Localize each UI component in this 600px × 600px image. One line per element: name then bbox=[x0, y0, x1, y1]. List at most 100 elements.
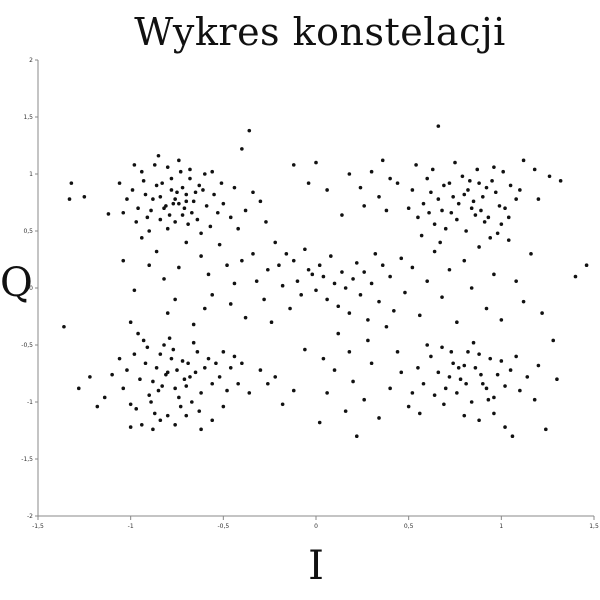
data-point bbox=[175, 368, 179, 372]
data-point bbox=[121, 258, 126, 263]
data-point bbox=[456, 201, 461, 206]
data-point bbox=[466, 188, 470, 192]
data-point bbox=[240, 258, 244, 263]
data-point bbox=[251, 190, 255, 195]
x-tick-label: 1,5 bbox=[589, 523, 599, 530]
data-point bbox=[314, 160, 318, 165]
data-point bbox=[329, 254, 333, 258]
data-point bbox=[173, 197, 177, 201]
data-point bbox=[481, 381, 485, 386]
data-point bbox=[225, 263, 229, 268]
y-tick-label: 1 bbox=[29, 171, 33, 178]
data-point bbox=[236, 226, 240, 231]
data-point bbox=[332, 281, 337, 286]
data-point bbox=[151, 427, 155, 432]
data-point bbox=[427, 210, 431, 215]
data-point bbox=[184, 192, 189, 197]
data-point bbox=[425, 176, 430, 181]
data-point bbox=[186, 222, 190, 226]
data-point bbox=[199, 254, 203, 258]
data-point bbox=[199, 391, 203, 395]
data-point bbox=[503, 206, 507, 210]
data-point bbox=[442, 183, 446, 188]
point-layer bbox=[62, 124, 589, 439]
data-point bbox=[149, 208, 153, 213]
data-point bbox=[351, 379, 355, 384]
x-tick-label: -0,5 bbox=[217, 523, 229, 530]
data-point bbox=[167, 213, 172, 217]
data-point bbox=[392, 309, 396, 313]
data-point bbox=[195, 350, 200, 354]
data-point bbox=[388, 274, 392, 279]
data-point bbox=[508, 368, 513, 372]
data-point bbox=[525, 375, 530, 379]
tick-layer: -1,5 -1 -0,5 0 0,5 1 1,5 2 1,5 1 0,5 0 -0,5 -1 -1,5 -2 bbox=[21, 57, 599, 530]
data-point bbox=[529, 252, 533, 256]
data-point bbox=[186, 361, 190, 366]
data-point bbox=[173, 423, 177, 427]
data-point bbox=[128, 425, 133, 429]
data-point bbox=[477, 418, 481, 423]
data-point bbox=[317, 420, 322, 425]
data-point bbox=[134, 407, 139, 411]
data-point bbox=[152, 411, 157, 416]
data-point bbox=[82, 195, 87, 199]
data-point bbox=[273, 240, 278, 245]
data-point bbox=[447, 267, 452, 272]
data-point bbox=[403, 290, 407, 295]
data-point bbox=[262, 297, 266, 302]
data-point bbox=[184, 413, 189, 418]
data-point bbox=[440, 208, 444, 213]
data-point bbox=[514, 279, 518, 283]
data-point bbox=[303, 247, 307, 252]
data-point bbox=[430, 167, 435, 172]
data-point bbox=[204, 204, 209, 208]
data-point bbox=[540, 311, 544, 315]
data-point bbox=[462, 363, 467, 368]
data-point bbox=[395, 181, 400, 185]
data-point bbox=[143, 192, 148, 197]
data-point bbox=[243, 315, 248, 320]
data-point bbox=[501, 169, 505, 174]
data-point bbox=[449, 350, 454, 354]
data-point bbox=[416, 366, 420, 370]
data-point bbox=[151, 379, 155, 384]
data-point bbox=[158, 217, 163, 222]
y-tick-label: 0,5 bbox=[23, 228, 33, 235]
data-point bbox=[377, 195, 381, 199]
data-point bbox=[325, 188, 329, 192]
data-point bbox=[555, 377, 559, 382]
data-point bbox=[425, 343, 430, 347]
data-point bbox=[343, 409, 348, 413]
data-point bbox=[464, 381, 468, 386]
data-point bbox=[106, 212, 111, 216]
data-point bbox=[447, 375, 452, 379]
x-tick-label: 0 bbox=[314, 523, 318, 530]
data-point bbox=[306, 181, 311, 185]
data-point bbox=[347, 311, 352, 315]
data-point bbox=[178, 169, 183, 174]
data-point bbox=[139, 169, 144, 174]
data-point bbox=[388, 386, 392, 391]
data-point bbox=[208, 224, 213, 229]
data-point bbox=[510, 434, 515, 439]
data-point bbox=[201, 188, 205, 192]
data-point bbox=[573, 274, 578, 279]
y-tick-label: 1,5 bbox=[23, 114, 33, 121]
x-axis-label: I bbox=[308, 543, 324, 589]
data-point bbox=[321, 274, 326, 279]
data-point bbox=[162, 277, 166, 281]
data-point bbox=[210, 169, 215, 174]
data-point bbox=[171, 201, 176, 206]
data-point bbox=[221, 350, 226, 354]
data-point bbox=[232, 354, 237, 359]
y-tick-label: -1 bbox=[27, 399, 33, 406]
data-point bbox=[354, 434, 359, 439]
y-tick-label: -2 bbox=[27, 513, 33, 520]
y-tick-label: -1,5 bbox=[21, 456, 33, 463]
y-tick-label: 2 bbox=[29, 57, 33, 64]
data-point bbox=[343, 286, 348, 290]
data-point bbox=[188, 176, 192, 181]
data-point bbox=[469, 400, 474, 404]
